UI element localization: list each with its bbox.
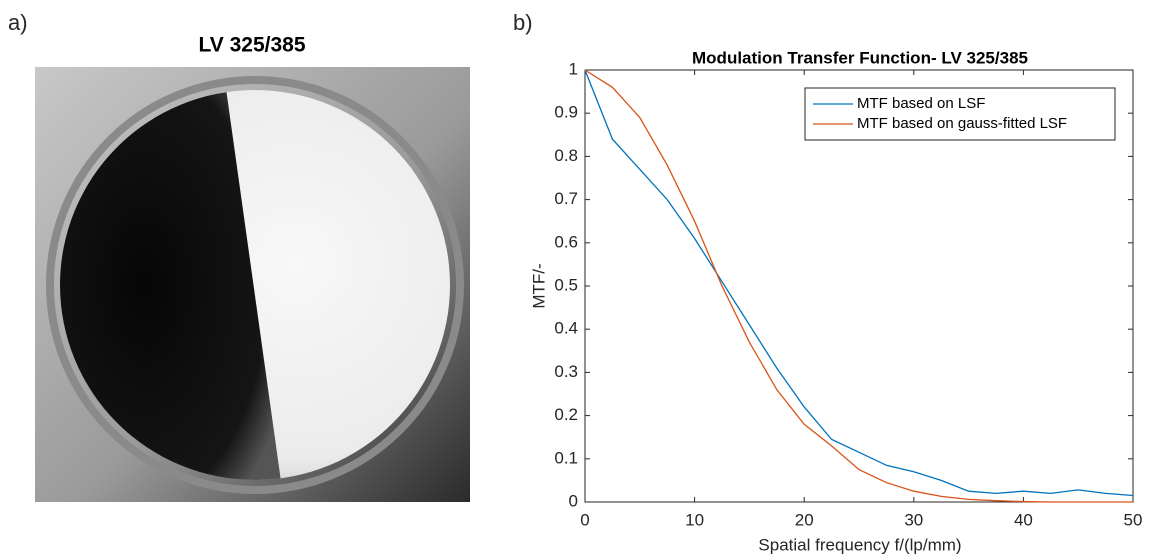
y-tick-label: 0.3 [554, 362, 578, 381]
legend-label: MTF based on LSF [857, 95, 985, 112]
y-tick-label: 0.5 [554, 275, 578, 294]
x-tick-label: 0 [580, 510, 589, 529]
y-tick-label: 1 [569, 59, 578, 78]
x-tick-label: 20 [795, 510, 814, 529]
y-tick-label: 0.8 [554, 146, 578, 165]
panel-label: a) [8, 10, 28, 35]
y-tick-label: 0.7 [554, 189, 578, 208]
x-axis-label: Spatial frequency f/(lp/mm) [758, 535, 961, 554]
x-tick-label: 30 [904, 510, 923, 529]
y-tick-label: 0.1 [554, 448, 578, 467]
y-tick-label: 0.9 [554, 103, 578, 122]
image-title: LV 325/385 [198, 34, 305, 57]
panel-label: b) [513, 10, 533, 35]
chart-title: Modulation Transfer Function- LV 325/385 [692, 48, 1028, 67]
y-tick-label: 0.2 [554, 405, 578, 424]
series-line [584, 69, 1133, 503]
x-tick-label: 50 [1124, 510, 1143, 529]
y-axis-label: MTF/- [529, 263, 548, 308]
y-tick-label: 0.6 [554, 232, 578, 251]
legend-label: MTF based on gauss-fitted LSF [857, 115, 1067, 132]
x-tick-label: 40 [1014, 510, 1033, 529]
y-tick-label: 0.4 [554, 319, 578, 338]
y-tick-label: 0 [569, 491, 578, 510]
series-line [584, 69, 1134, 497]
x-tick-label: 10 [685, 510, 704, 529]
edge-image [35, 67, 470, 502]
legend-box [804, 87, 1116, 141]
